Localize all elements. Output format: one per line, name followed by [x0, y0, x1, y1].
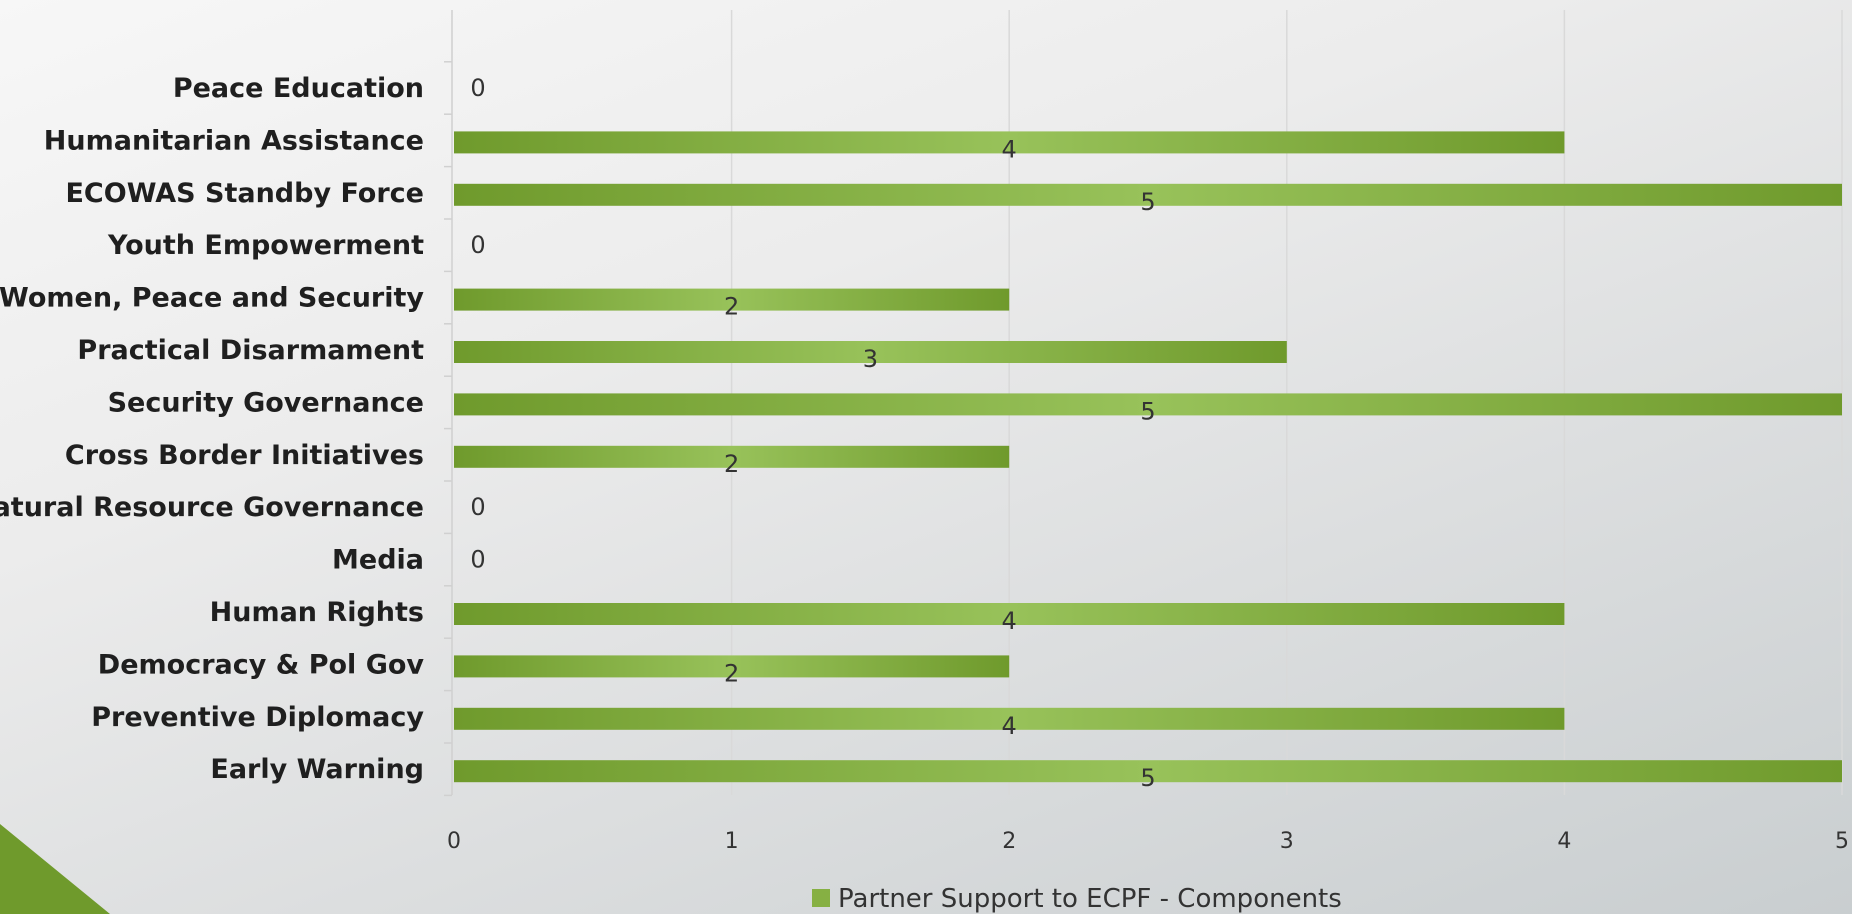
category-label: Human Rights	[210, 597, 424, 628]
bars	[454, 131, 1842, 783]
bar	[454, 131, 1565, 154]
category-label: Early Warning	[210, 754, 424, 785]
bar	[454, 393, 1842, 416]
legend: Partner Support to ECPF - Components	[812, 884, 1342, 914]
data-label: 2	[724, 450, 739, 478]
bar	[454, 183, 1842, 206]
category-label: Youth Empowerment	[107, 230, 424, 261]
data-labels: 0 4 5 0 2 3 5 2 0 0 4 2 4 5	[470, 74, 1155, 792]
category-label: Natural Resource Governance	[0, 492, 424, 523]
category-label: Democracy & Pol Gov	[98, 649, 425, 680]
x-tick-label: 4	[1557, 829, 1571, 854]
category-label: Peace Education	[173, 73, 424, 104]
data-label: 2	[724, 659, 739, 687]
category-label: Cross Border Initiatives	[65, 440, 424, 471]
x-tick-labels: 0 1 2 3 4 5	[447, 829, 1849, 854]
data-label: 5	[1140, 188, 1155, 216]
x-tick-label: 2	[1002, 829, 1016, 854]
data-label: 3	[863, 345, 878, 373]
category-label: Media	[332, 545, 424, 576]
category-label: Practical Disarmament	[77, 335, 424, 366]
data-label: 4	[1002, 607, 1017, 635]
category-label: ECOWAS Standby Force	[65, 178, 424, 209]
data-label: 5	[1140, 764, 1155, 792]
data-label: 5	[1140, 397, 1155, 425]
bar	[454, 341, 1287, 363]
data-label: 0	[470, 74, 485, 102]
legend-label: Partner Support to ECPF - Components	[838, 884, 1342, 914]
category-label: Preventive Diplomacy	[91, 702, 424, 733]
data-label: 2	[724, 293, 739, 321]
corner-decoration	[0, 824, 110, 914]
x-tick-label: 0	[447, 829, 461, 854]
data-label: 0	[470, 493, 485, 521]
category-label: Security Governance	[108, 387, 424, 418]
data-label: 0	[470, 231, 485, 259]
bar	[454, 760, 1842, 783]
category-label: Humanitarian Assistance	[44, 125, 424, 156]
data-label: 4	[1002, 712, 1017, 740]
bar	[454, 707, 1565, 730]
data-label: 0	[470, 546, 485, 574]
category-labels: Peace Education Humanitarian Assistance EC…	[0, 73, 424, 785]
legend-swatch	[812, 889, 830, 907]
x-tick-label: 1	[725, 829, 739, 854]
data-label: 4	[1002, 135, 1017, 163]
bar	[454, 603, 1565, 625]
bar	[454, 655, 1010, 678]
x-tick-label: 3	[1280, 829, 1294, 854]
y-axis	[444, 10, 453, 797]
category-label: Women, Peace and Security	[0, 283, 424, 314]
x-tick-label: 5	[1835, 829, 1849, 854]
bar	[454, 288, 1010, 311]
bar	[454, 445, 1010, 468]
